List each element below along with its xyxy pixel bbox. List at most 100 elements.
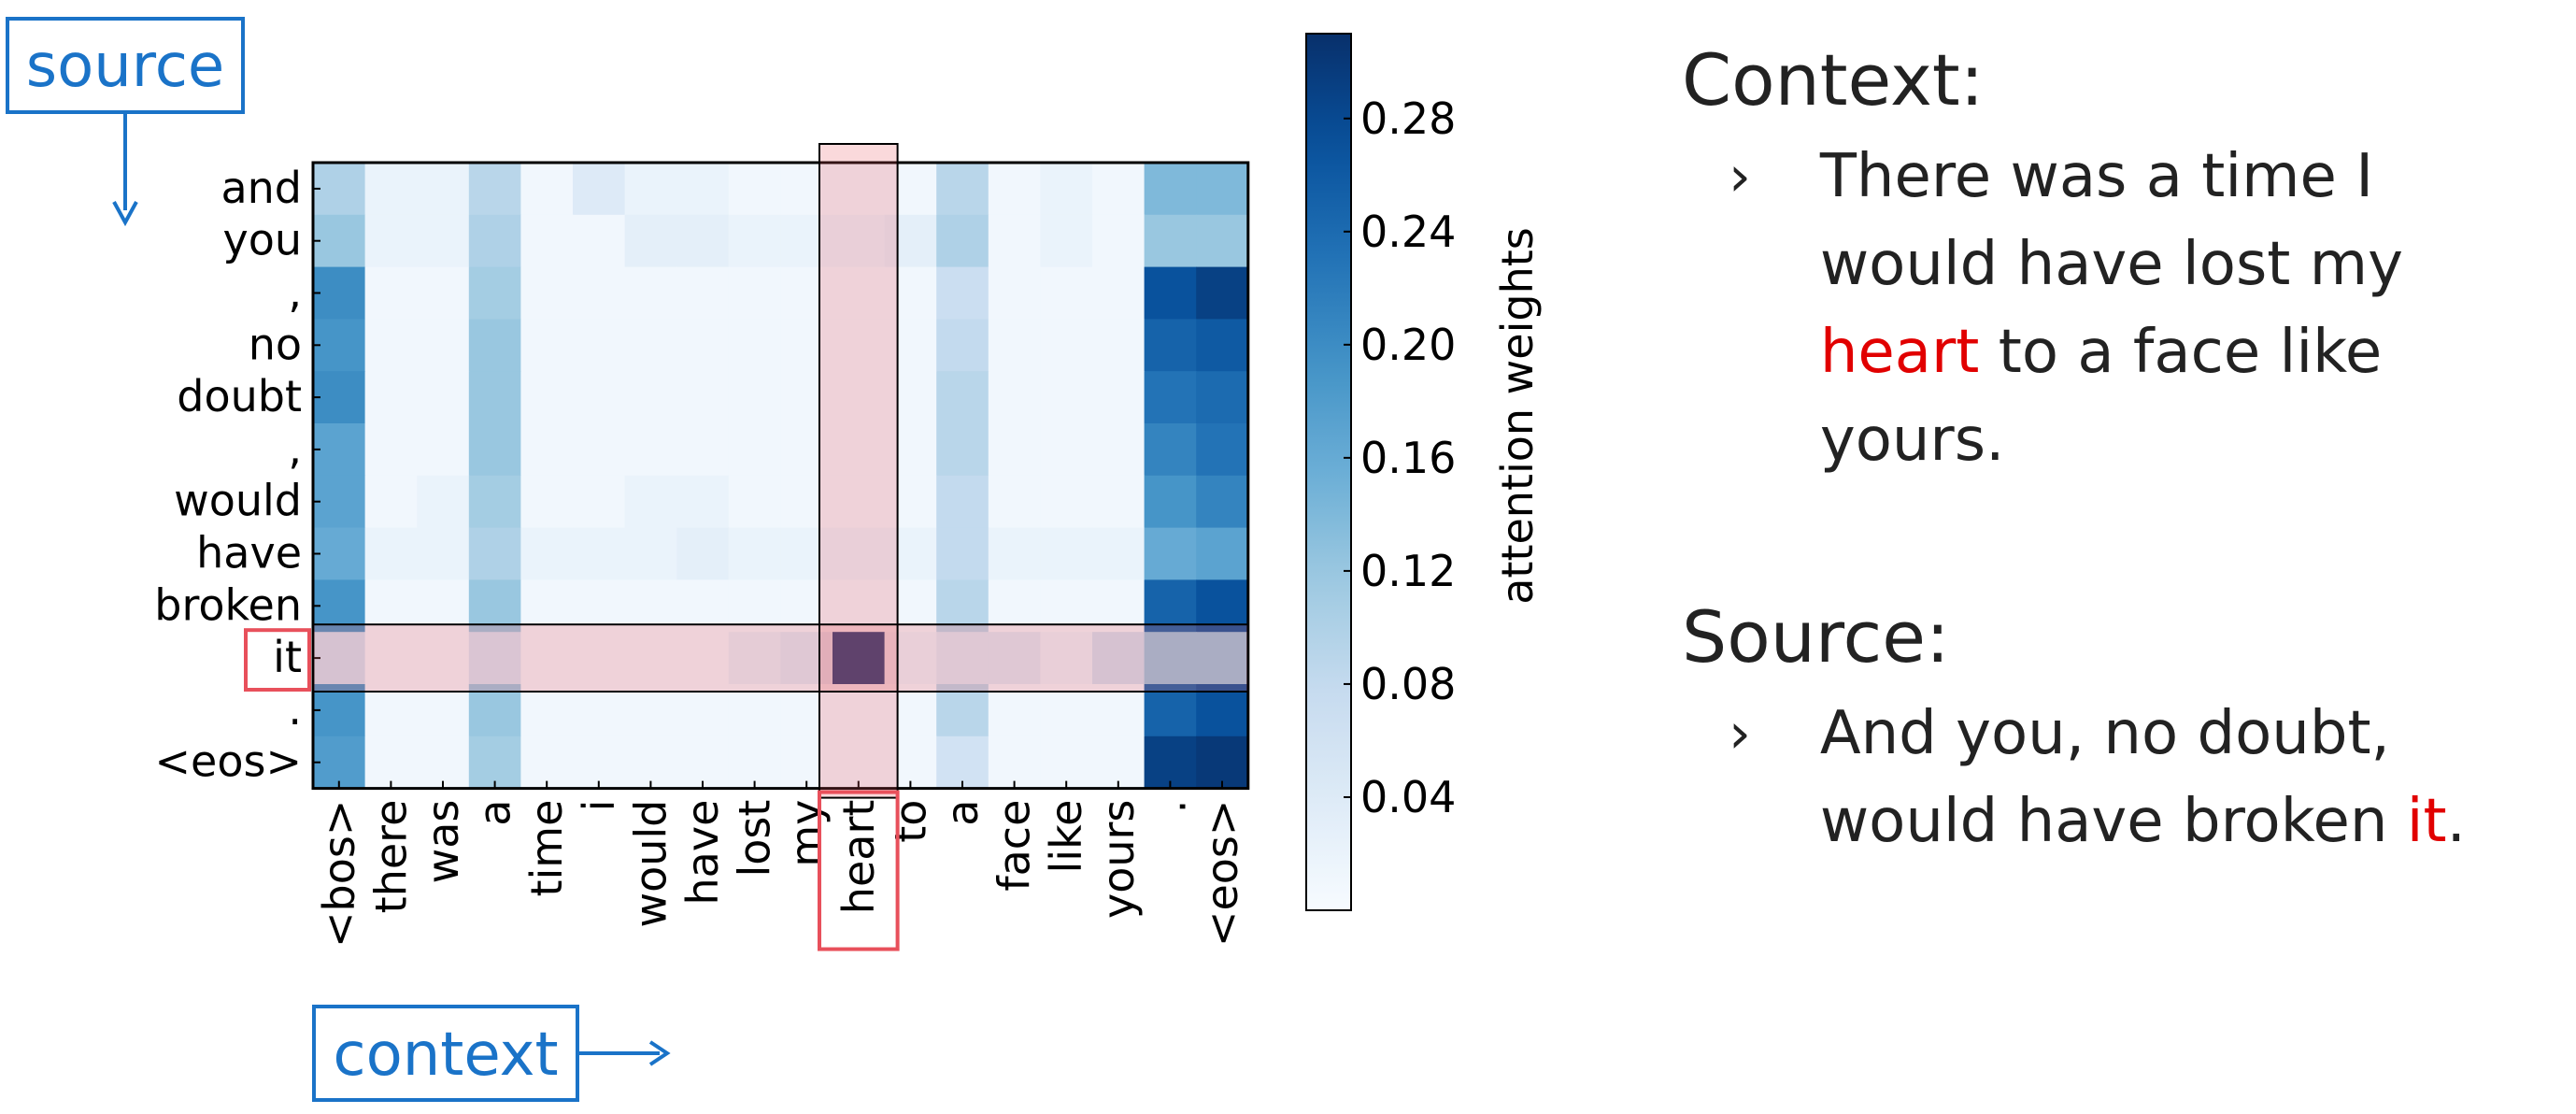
- row-label: broken: [154, 579, 302, 630]
- heatmap-cell: [884, 319, 937, 372]
- heatmap-cell: [364, 475, 418, 529]
- heatmap-cell: [624, 632, 677, 685]
- heatmap-cell: [573, 423, 626, 477]
- heatmap-cell: [780, 319, 833, 372]
- source-label: source: [26, 32, 225, 101]
- heatmap-cell: [624, 475, 677, 529]
- column-label: heart: [833, 800, 884, 915]
- heatmap-cell: [1196, 319, 1249, 372]
- heatmap-cell: [364, 632, 418, 685]
- heatmap-cell: [417, 163, 470, 216]
- row-label: no: [249, 319, 302, 369]
- heatmap-cell: [468, 475, 521, 529]
- highlight-column-band: [819, 144, 898, 798]
- heatmap-cell: [780, 684, 833, 737]
- heatmap-cell: [313, 163, 366, 216]
- axis-annotations: source context: [6, 17, 671, 1102]
- heatmap-cell: [780, 371, 833, 424]
- heatmap-cell: [417, 371, 470, 424]
- heatmap-cell: [1144, 266, 1197, 320]
- row-label: <eos>: [155, 736, 303, 787]
- heatmap-cell: [313, 684, 366, 737]
- heatmap-cell: [676, 527, 730, 580]
- heatmap-cell: [1196, 632, 1249, 685]
- colorbar-tick-label: 0.24: [1360, 207, 1456, 257]
- heatmap-cell: [1144, 684, 1197, 737]
- heatmap-cell: [1144, 214, 1197, 268]
- highlight-column-frame: [818, 143, 899, 799]
- heatmap-cell: [1196, 163, 1249, 216]
- heatmap-cell: [417, 266, 470, 320]
- heatmap-cell: [1144, 319, 1197, 372]
- heatmap-cell: [1040, 371, 1093, 424]
- context-title: Context:: [1682, 38, 1985, 121]
- heatmap-cell: [1144, 632, 1197, 685]
- source-arrow-head: [112, 201, 138, 227]
- context-highlight: heart: [1819, 318, 1980, 387]
- heatmap-cell: [1196, 214, 1249, 268]
- column-label: <bos>: [314, 800, 364, 948]
- heatmap-cell: [520, 214, 574, 268]
- context-text-before: There was a time I would have lost my: [1819, 142, 2403, 299]
- highlight-column-label-box: [818, 790, 900, 951]
- heatmap-cell: [468, 736, 521, 790]
- chevron-right-icon: ›: [1729, 144, 1751, 209]
- column-label: have: [677, 800, 728, 906]
- heatmap-cell: [313, 475, 366, 529]
- column-label: a: [470, 800, 520, 826]
- colorbar-label: attention weights: [1492, 227, 1543, 605]
- heatmap-cell: [936, 527, 989, 580]
- row-label: it: [273, 632, 302, 682]
- heatmap-cell: [573, 371, 626, 424]
- heatmap-cell: [573, 632, 626, 685]
- heatmap-cell: [1092, 736, 1146, 790]
- heatmap-cell: [573, 475, 626, 529]
- heatmap-cell: [780, 163, 833, 216]
- heatmap-cell: [573, 736, 626, 790]
- column-label: i: [574, 800, 624, 812]
- heatmap-cell: [573, 163, 626, 216]
- heatmap-cell: [313, 214, 366, 268]
- heatmap-cell: [936, 214, 989, 268]
- heatmap-cell: [313, 527, 366, 580]
- heatmap-cell: [1196, 736, 1249, 790]
- heatmap-cell: [1040, 684, 1093, 737]
- heatmap-cell: [364, 684, 418, 737]
- heatmap-cell: [417, 632, 470, 685]
- heatmap-cell: [988, 319, 1041, 372]
- heatmap-cell: [988, 475, 1041, 529]
- heatmap-cell: [884, 736, 937, 790]
- heatmap-cell: [573, 527, 626, 580]
- heatmap-cell: [833, 632, 886, 685]
- column-label: lost: [730, 800, 780, 878]
- heatmap-cell: [468, 214, 521, 268]
- heatmap-cell: [833, 475, 886, 529]
- chevron-right-icon: ›: [1729, 701, 1751, 766]
- heatmap-cell: [313, 632, 366, 685]
- colorbar: 0.04 0.08 0.12 0.16 0.20 0.24 0.28 attention we…: [1305, 33, 1543, 911]
- context-item: › There was a time I would have lost my …: [1729, 133, 2569, 484]
- heatmap-cell: [1040, 736, 1093, 790]
- heatmap-cell: [520, 266, 574, 320]
- heatmap-cell: [1092, 214, 1146, 268]
- heatmap-cell: [728, 684, 781, 737]
- row-label: doubt: [177, 371, 302, 421]
- heatmap-cell: [988, 214, 1041, 268]
- heatmap-cell: [884, 371, 937, 424]
- heatmap-cell: [1092, 319, 1146, 372]
- heatmap-cell: [728, 266, 781, 320]
- heatmap-cell: [1144, 423, 1197, 477]
- heatmap-cell: [520, 423, 574, 477]
- heatmap-cell: [1196, 684, 1249, 737]
- heatmap-cell: [468, 163, 521, 216]
- heatmap-cell: [1040, 214, 1093, 268]
- heatmap-cell: [364, 736, 418, 790]
- heatmap-cell: [884, 163, 937, 216]
- heatmap-cell: [676, 736, 730, 790]
- heatmap-cell: [1092, 475, 1146, 529]
- heatmap-cell: [1092, 266, 1146, 320]
- heatmap-cell: [417, 684, 470, 737]
- heatmap-cell: [936, 632, 989, 685]
- heatmap-frame: [311, 161, 1250, 791]
- heatmap-cell: [936, 371, 989, 424]
